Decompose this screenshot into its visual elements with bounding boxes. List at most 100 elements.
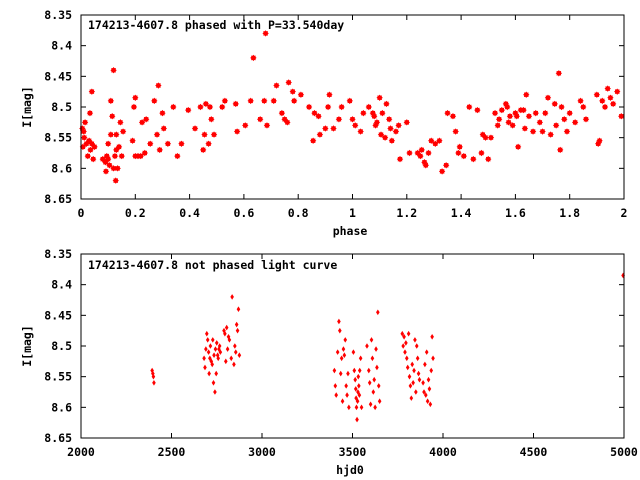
data-point: [536, 119, 544, 126]
data-point: [151, 373, 156, 380]
data-point: [178, 140, 185, 147]
data-point: [379, 109, 386, 117]
phased-x-tick-label: 0.4: [179, 206, 200, 220]
data-point: [214, 370, 219, 377]
data-point: [423, 361, 427, 368]
data-point: [551, 100, 558, 108]
data-point: [373, 404, 377, 411]
data-point: [358, 355, 363, 362]
data-point: [424, 349, 429, 355]
data-point: [542, 109, 549, 117]
data-point: [609, 100, 617, 108]
data-point: [202, 355, 206, 362]
data-point: [400, 330, 405, 337]
data-point: [289, 88, 296, 95]
data-point: [426, 376, 431, 383]
data-point: [498, 106, 506, 114]
data-point: [256, 116, 264, 123]
data-point: [111, 152, 119, 160]
phased-x-tick-label: 0.8: [288, 206, 309, 220]
data-point: [242, 122, 249, 129]
data-point: [377, 131, 385, 138]
unphased-x-tick-label: 3000: [248, 445, 276, 459]
data-point: [411, 380, 415, 386]
data-point: [571, 119, 579, 126]
data-point: [353, 376, 358, 383]
data-point: [392, 128, 400, 135]
data-point: [561, 116, 568, 123]
data-point: [210, 337, 215, 343]
phased-x-tick-label: 1.2: [396, 206, 417, 220]
phased-y-tick-label: 8.55: [44, 131, 72, 145]
unphased-x-tick-label: 5000: [610, 445, 638, 459]
data-point: [261, 97, 268, 105]
data-point: [212, 352, 216, 358]
unphased-y-axis-label: I[mag]: [20, 325, 34, 367]
data-point: [352, 122, 359, 129]
data-point: [410, 361, 415, 368]
data-point: [618, 113, 625, 120]
data-point: [520, 106, 527, 114]
data-point: [376, 309, 380, 316]
data-point: [354, 404, 359, 411]
data-point: [316, 131, 324, 138]
data-point: [557, 146, 564, 154]
data-point: [347, 404, 351, 411]
data-point: [409, 395, 414, 401]
data-point: [218, 349, 223, 355]
data-point: [229, 355, 234, 362]
data-point: [208, 355, 212, 362]
data-point: [422, 389, 426, 395]
data-point: [208, 343, 213, 349]
data-point: [368, 401, 373, 408]
data-point: [371, 113, 378, 120]
unphased-x-ticks: 2000 2500 3000 3500 4000 4500 5000: [67, 254, 638, 459]
data-point: [247, 97, 254, 105]
unphased-y-ticks: 8.35 8.4 8.45 8.5 8.55 8.6 8.65: [44, 247, 624, 445]
data-point: [334, 392, 339, 398]
data-point: [388, 137, 396, 144]
phased-y-tick-label: 8.6: [51, 161, 72, 175]
data-point: [425, 149, 432, 157]
data-point: [365, 343, 369, 349]
data-point: [529, 128, 537, 135]
data-point: [377, 398, 382, 404]
data-point: [593, 91, 601, 98]
phased-x-tick-label: 0.6: [234, 206, 255, 220]
unphased-y-tick-label: 8.55: [44, 370, 72, 384]
phased-x-ticks: 0 0.2 0.4 0.6 0.8 1 1.2 1.4 1.6 1.8 2: [78, 15, 627, 220]
data-point: [330, 125, 337, 132]
data-point: [224, 358, 228, 365]
data-point: [566, 109, 573, 117]
data-point: [211, 380, 216, 386]
data-point: [263, 122, 271, 129]
data-point: [523, 91, 530, 98]
phased-points: [79, 30, 625, 184]
data-point: [115, 143, 123, 151]
data-point: [81, 134, 88, 141]
data-point: [552, 122, 560, 129]
data-point: [204, 346, 208, 352]
data-point: [226, 334, 231, 340]
unphased-x-axis-label: hjd0: [336, 463, 364, 477]
data-point: [495, 116, 503, 123]
data-point: [346, 370, 350, 377]
data-point: [222, 327, 226, 334]
data-point: [104, 155, 112, 163]
data-point: [408, 383, 413, 389]
data-point: [119, 128, 127, 135]
data-point: [485, 155, 492, 163]
data-point: [376, 94, 383, 101]
data-point: [414, 389, 418, 395]
data-point: [355, 416, 359, 423]
data-point: [449, 113, 457, 120]
data-point: [525, 113, 533, 120]
data-point: [217, 343, 222, 349]
data-point: [185, 106, 192, 114]
data-point: [107, 97, 115, 105]
data-point: [324, 103, 332, 111]
data-point: [151, 97, 158, 105]
data-point: [372, 376, 377, 383]
data-point: [376, 383, 381, 389]
data-point: [203, 364, 207, 371]
